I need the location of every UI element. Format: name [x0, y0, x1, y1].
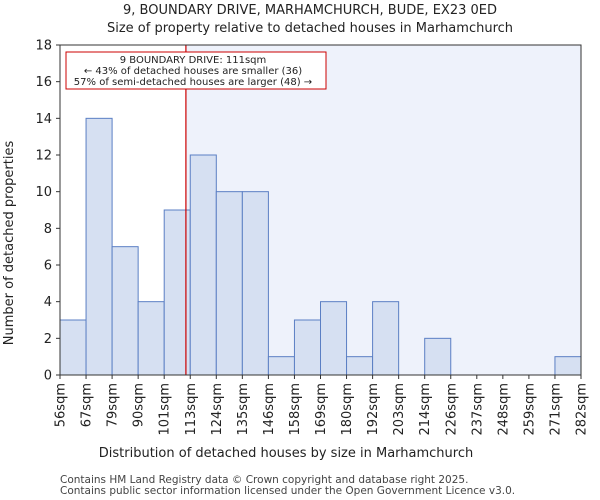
bar-113sqm: [189, 154, 217, 376]
annotation-line-3: 57% of semi-detached houses are larger (…: [74, 77, 312, 88]
y-axis-label: Number of detached properties: [2, 141, 17, 346]
y-tick-label: 16: [35, 75, 52, 90]
annotation-rect: [65, 51, 327, 90]
y-tick-label: 6: [44, 259, 52, 274]
x-tick-label: 248sqm: [496, 383, 511, 436]
x-tick-label: 56sqm: [54, 383, 69, 427]
x-tick-label: 169sqm: [314, 383, 329, 436]
bar-135sqm: [241, 191, 269, 376]
x-tick-label: 101sqm: [158, 383, 173, 436]
x-tick-label: 79sqm: [106, 383, 121, 427]
bar-192sqm: [372, 301, 400, 376]
bar-90sqm: [137, 301, 165, 376]
bar-271sqm: [554, 356, 582, 376]
chart-title: 9, BOUNDARY DRIVE, MARHAMCHURCH, BUDE, E…: [123, 3, 497, 18]
plot-area: 0 2 4 6 8 10 12 14 16 18 56sqm 67sqm 79sqm 90sqm 101s…: [35, 39, 589, 436]
bar-158sqm: [293, 319, 322, 376]
x-tick-label: 259sqm: [522, 383, 537, 436]
chart-subtitle: Size of property relative to detached ho…: [107, 21, 513, 36]
bar-169sqm: [320, 301, 348, 376]
annotation-line-1: 9 BOUNDARY DRIVE: 111sqm: [120, 55, 267, 66]
bar-67sqm: [85, 117, 113, 376]
bar-124sqm: [215, 191, 243, 376]
x-tick-label: 135sqm: [236, 383, 251, 436]
x-tick-label: 180sqm: [340, 383, 355, 436]
x-tick-label: 203sqm: [392, 383, 407, 436]
x-tick-label: 271sqm: [548, 383, 563, 436]
bar-146sqm: [267, 356, 295, 376]
x-tick-label: 158sqm: [288, 383, 303, 436]
y-tick-label: 14: [35, 112, 52, 127]
bar-56sqm: [59, 319, 87, 376]
x-tick-label: 90sqm: [132, 383, 147, 427]
x-tick-label: 67sqm: [80, 383, 95, 427]
bar-214sqm: [424, 337, 452, 376]
x-tick-label: 214sqm: [418, 383, 433, 436]
x-tick-label: 146sqm: [262, 383, 277, 436]
x-axis-label: Distribution of detached houses by size …: [99, 446, 473, 461]
bar-79sqm: [111, 246, 139, 376]
bar-180sqm: [346, 356, 374, 376]
footer-line-2: Contains public sector information licen…: [60, 485, 515, 497]
x-tick-label: 237sqm: [470, 383, 485, 436]
x-tick-label: 282sqm: [575, 383, 590, 436]
y-ticks: 0 2 4 6 8 10 12 14 16 18: [35, 39, 60, 384]
x-tick-label: 113sqm: [184, 383, 199, 436]
footer-line-1: Contains HM Land Registry data © Crown c…: [60, 474, 468, 486]
y-tick-label: 18: [35, 39, 52, 54]
x-tick-label: 192sqm: [366, 383, 381, 436]
x-tick-label: 124sqm: [210, 383, 225, 436]
y-tick-label: 12: [35, 149, 52, 164]
annotation-line-2: ← 43% of detached houses are smaller (36…: [84, 66, 302, 77]
x-tick-label: 226sqm: [444, 383, 459, 436]
annotation-box: 9 BOUNDARY DRIVE: 111sqm ← 43% of detach…: [65, 51, 327, 90]
x-ticks: 56sqm 67sqm 79sqm 90sqm 101sqm 113sqm 124sqm 13…: [54, 375, 590, 436]
y-tick-label: 0: [44, 369, 52, 384]
y-tick-label: 4: [44, 295, 52, 310]
y-tick-label: 8: [44, 222, 52, 237]
y-tick-label: 2: [44, 332, 52, 347]
y-tick-label: 10: [35, 185, 52, 200]
